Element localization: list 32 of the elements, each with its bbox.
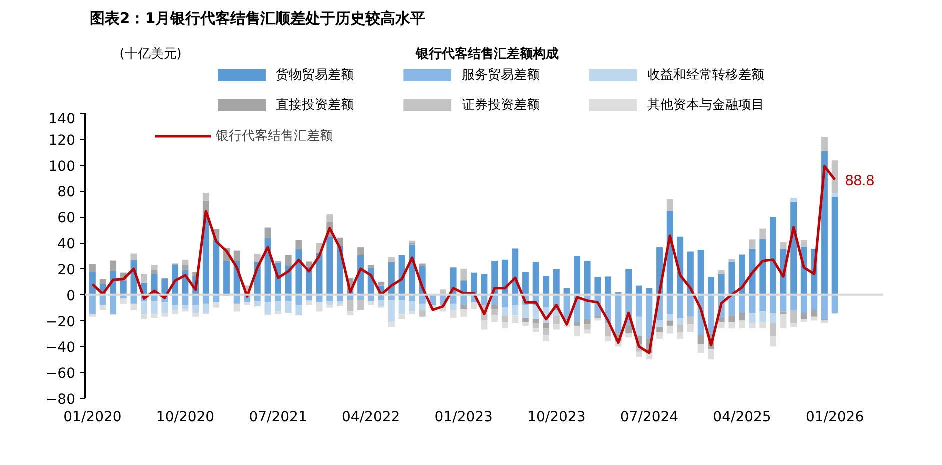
legend-label: 收益和经常转移差额 xyxy=(647,68,764,83)
data-label: 88.8 xyxy=(845,172,875,190)
legend-label: 直接投资差额 xyxy=(276,98,354,113)
legend-label: 证券投资差额 xyxy=(462,98,540,113)
x-tick-label: 07/2021 xyxy=(249,410,308,426)
y-tick-label: 140 xyxy=(48,112,76,128)
y-tick-label: 20 xyxy=(58,262,76,278)
chart-title: 图表2：1月银行代客结售汇顺差处于历史较高水平 xyxy=(90,10,426,28)
x-tick-label: 01/2023 xyxy=(434,410,493,426)
x-tick-label: 01/2026 xyxy=(806,410,864,426)
y-tick-label: −80 xyxy=(46,392,76,408)
x-tick-label: 04/2022 xyxy=(342,410,400,426)
x-tick-label: 07/2024 xyxy=(620,410,679,426)
x-tick-label: 04/2025 xyxy=(713,410,772,426)
legend-label: 其他资本与金融项目 xyxy=(647,98,764,113)
y-tick-label: −20 xyxy=(46,314,76,330)
x-tick-label: 10/2023 xyxy=(528,410,586,426)
legend-title: 银行代客结售汇差额构成 xyxy=(414,46,559,62)
legend-label: 银行代客结售汇差额 xyxy=(216,128,334,145)
x-tick-label: 10/2020 xyxy=(156,410,215,426)
y-tick-label: 120 xyxy=(48,132,76,149)
y-tick-label: −40 xyxy=(46,340,76,356)
legend-label: 服务贸易差额 xyxy=(462,68,540,83)
y-tick-label: 0 xyxy=(66,288,76,304)
x-tick-label: 01/2020 xyxy=(64,410,122,426)
y-tick-label: 40 xyxy=(58,236,76,253)
y-tick-label: 100 xyxy=(48,158,76,175)
y-axis-title: (十亿美元) xyxy=(120,46,182,62)
y-tick-label: 60 xyxy=(58,210,76,227)
y-tick-label: 80 xyxy=(58,184,76,201)
y-tick-label: −60 xyxy=(46,366,76,382)
legend-label: 货物贸易差额 xyxy=(276,68,354,83)
